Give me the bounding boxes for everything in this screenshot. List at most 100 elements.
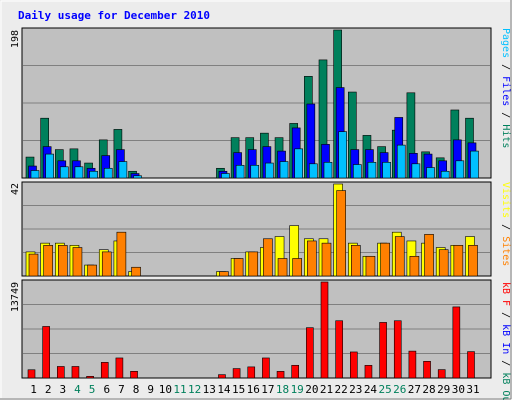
x-label-day-6: 6 xyxy=(103,383,110,396)
bar-sites-day-26 xyxy=(394,236,405,277)
x-label-day-9: 9 xyxy=(147,383,154,396)
bar-pages-day-30 xyxy=(455,160,465,179)
bar-sites-day-25 xyxy=(380,242,390,277)
x-label-day-15: 15 xyxy=(232,383,245,396)
bar-sites-day-8 xyxy=(131,266,141,277)
x-label-day-16: 16 xyxy=(247,383,260,396)
bar-pages-day-8 xyxy=(133,175,142,179)
bar-kb-f-day-29 xyxy=(437,369,446,379)
bars-layer xyxy=(25,29,479,379)
bar-pages-day-25 xyxy=(382,162,391,179)
x-label-day-10: 10 xyxy=(159,383,172,396)
x-label-day-17: 17 xyxy=(261,383,274,396)
bar-kb-f-day-4 xyxy=(71,366,80,379)
bar-pages-day-24 xyxy=(367,162,377,179)
bar-pages-day-6 xyxy=(103,167,113,179)
bar-sites-day-21 xyxy=(321,242,332,277)
bar-sites-day-23 xyxy=(350,245,361,277)
bar-kb-f-day-14 xyxy=(218,374,226,379)
legend-segment: / xyxy=(500,306,511,324)
legend-segment: kB F xyxy=(500,282,511,306)
x-label-day-12: 12 xyxy=(188,383,201,396)
legend-segment: Pages xyxy=(500,28,511,58)
legend-pages-files-hits: Pages / Files / Hits xyxy=(500,28,511,148)
bar-pages-day-1 xyxy=(30,170,40,179)
bar-sites-day-17 xyxy=(263,238,273,277)
legend-segment: Hits xyxy=(500,124,511,148)
legend-segment: / xyxy=(500,218,511,236)
bar-kb-f-day-2 xyxy=(42,326,50,379)
legend-segment: / xyxy=(500,58,511,76)
x-label-day-21: 21 xyxy=(320,383,333,396)
x-label-day-2: 2 xyxy=(45,383,52,396)
x-label-day-25: 25 xyxy=(378,383,391,396)
x-label-day-22: 22 xyxy=(335,383,348,396)
x-label-day-30: 30 xyxy=(452,383,465,396)
legend-segment: / xyxy=(500,354,511,372)
hits-panel-ymax: 198 xyxy=(10,30,21,48)
bar-sites-day-15 xyxy=(233,258,244,277)
bar-kb-f-day-28 xyxy=(423,361,431,379)
x-label-day-13: 13 xyxy=(203,383,216,396)
bar-kb-f-day-30 xyxy=(452,306,461,379)
bar-sites-day-24 xyxy=(365,255,376,277)
x-label-day-1: 1 xyxy=(30,383,37,396)
legend-segment: Sites xyxy=(500,236,511,266)
bar-pages-day-17 xyxy=(265,162,274,179)
x-label-day-26: 26 xyxy=(393,383,406,396)
bar-sites-day-31 xyxy=(468,245,478,277)
bar-kb-f-day-25 xyxy=(379,322,387,379)
x-label-day-20: 20 xyxy=(305,383,318,396)
bar-sites-day-29 xyxy=(438,249,449,277)
x-label-day-4: 4 xyxy=(74,383,81,396)
bar-sites-day-7 xyxy=(116,231,127,277)
bar-kb-f-day-18 xyxy=(276,371,285,379)
bar-kb-f-day-20 xyxy=(306,327,314,379)
bar-kb-f-day-6 xyxy=(100,362,109,379)
bar-sites-day-28 xyxy=(424,234,434,277)
legend-segment: kB In xyxy=(500,324,511,354)
bar-sites-day-4 xyxy=(72,247,83,277)
x-label-day-29: 29 xyxy=(437,383,450,396)
bar-pages-day-22 xyxy=(338,131,347,179)
x-label-day-31: 31 xyxy=(466,383,479,396)
bar-pages-day-15 xyxy=(235,164,245,179)
bar-pages-day-29 xyxy=(440,170,450,179)
bar-pages-day-21 xyxy=(323,162,333,179)
x-label-day-14: 14 xyxy=(217,383,231,396)
bar-kb-f-day-8 xyxy=(130,370,138,379)
bar-kb-f-day-27 xyxy=(408,350,417,379)
legend-segment: Visits xyxy=(500,182,511,218)
bar-pages-day-27 xyxy=(411,163,421,179)
visits-panel-ymax: 42 xyxy=(10,183,21,195)
bar-pages-day-16 xyxy=(250,164,260,179)
chart-title: Daily usage for December 2010 xyxy=(18,9,210,22)
bar-pages-day-18 xyxy=(279,161,289,179)
bar-sites-day-3 xyxy=(57,245,68,277)
x-label-day-28: 28 xyxy=(422,383,435,396)
bar-kb-f-day-21 xyxy=(320,281,329,379)
bar-pages-day-3 xyxy=(59,166,69,179)
bar-pages-day-2 xyxy=(45,153,54,179)
bar-kb-f-day-31 xyxy=(467,351,475,379)
bar-kb-f-day-24 xyxy=(364,365,373,379)
bar-kb-f-day-26 xyxy=(393,320,402,379)
bar-kb-f-day-7 xyxy=(115,357,124,379)
bar-kb-f-day-22 xyxy=(335,320,343,379)
bar-pages-day-31 xyxy=(470,150,479,179)
legend-segment: / xyxy=(500,106,511,124)
bar-sites-day-6 xyxy=(101,251,112,277)
bar-kb-f-day-15 xyxy=(232,368,241,379)
bar-kb-f-day-1 xyxy=(27,369,36,379)
bar-sites-day-1 xyxy=(28,253,39,277)
bar-sites-day-2 xyxy=(43,245,53,277)
bar-kb-f-day-19 xyxy=(291,364,300,379)
bar-pages-day-20 xyxy=(309,163,318,179)
bar-pages-day-14 xyxy=(221,173,230,179)
x-label-day-27: 27 xyxy=(408,383,421,396)
legend-kbf-kbin-kbout: kB F / kB In / kB Out xyxy=(500,282,511,400)
legend-visits-sites: Visits / Sites xyxy=(500,182,511,266)
bar-pages-day-28 xyxy=(426,167,435,179)
